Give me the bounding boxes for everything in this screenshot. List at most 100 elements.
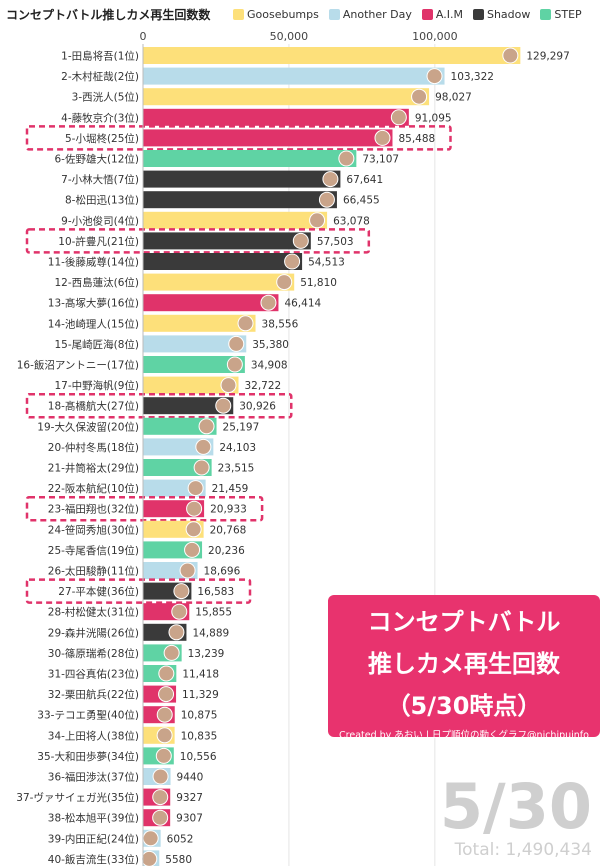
bar-label: 9-小池俊司(4位) bbox=[61, 214, 139, 227]
value-label: 25,197 bbox=[223, 421, 260, 433]
avatar-icon bbox=[226, 356, 243, 373]
date-label: 5/30 bbox=[439, 770, 592, 843]
highlight-frame bbox=[25, 228, 371, 254]
avatar-icon bbox=[292, 232, 309, 249]
avatar-icon bbox=[155, 747, 172, 764]
avatar-icon bbox=[260, 294, 277, 311]
bar bbox=[143, 294, 279, 312]
legend-label: Shadow bbox=[486, 8, 531, 21]
bar-label: 6-佐野雄大(12位) bbox=[54, 153, 139, 166]
avatar-icon bbox=[374, 129, 391, 146]
avatar-icon bbox=[184, 541, 201, 558]
value-label: 30,926 bbox=[239, 401, 276, 413]
value-label: 5580 bbox=[165, 854, 192, 866]
bar-label: 32-栗田航兵(22位) bbox=[48, 688, 139, 701]
legend-label: A.I.M bbox=[435, 8, 463, 21]
info-credit: Created by あおい | 日プ順位の動くグラフ@nichipuinfo bbox=[339, 730, 589, 741]
bar-label: 31-四谷真佑(23位) bbox=[48, 668, 139, 681]
chart-legend: Goosebumps Another Day A.I.M Shadow STEP bbox=[233, 8, 582, 21]
avatar-icon bbox=[502, 47, 519, 64]
avatar-icon bbox=[163, 644, 180, 661]
avatar-icon bbox=[173, 583, 190, 600]
avatar-icon bbox=[309, 212, 326, 229]
avatar-icon bbox=[338, 150, 355, 167]
value-label: 34,908 bbox=[251, 360, 288, 372]
avatar-icon bbox=[152, 789, 169, 806]
avatar-icon bbox=[152, 809, 169, 826]
bar-label: 20-仲村冬馬(18位) bbox=[48, 441, 139, 454]
avatar-icon bbox=[168, 624, 185, 641]
value-label: 91,095 bbox=[415, 112, 452, 124]
value-label: 11,418 bbox=[182, 669, 219, 681]
chart-title: コンセプトバトル推しカメ再生回数数 bbox=[6, 8, 211, 22]
info-title-line3: （5/30時点） bbox=[386, 692, 542, 720]
bar-label: 16-飯沼アントニー(17位) bbox=[17, 359, 139, 372]
legend-label: STEP bbox=[554, 8, 582, 21]
value-label: 23,515 bbox=[218, 463, 255, 475]
avatar-icon bbox=[198, 418, 215, 435]
avatar-icon bbox=[390, 109, 407, 126]
bar-label: 27-平本健(36位) bbox=[58, 585, 139, 598]
bar bbox=[143, 88, 430, 106]
legend-item: STEP bbox=[540, 8, 582, 21]
bar-label: 7-小林大悟(7位) bbox=[61, 173, 139, 186]
x-tick-label: 100,000 bbox=[412, 30, 458, 43]
value-label: 85,488 bbox=[398, 133, 435, 145]
value-label: 10,835 bbox=[181, 730, 218, 742]
bar-label: 8-松田迅(13位) bbox=[65, 194, 139, 207]
avatar-icon bbox=[318, 191, 335, 208]
bar bbox=[143, 211, 328, 229]
bar-label: 21-井筒裕太(29位) bbox=[48, 462, 139, 475]
value-label: 10,875 bbox=[181, 710, 218, 722]
avatar-icon bbox=[156, 706, 173, 723]
bar-label: 19-大久保波留(20位) bbox=[37, 420, 139, 433]
bar bbox=[143, 438, 214, 456]
bar-label: 1-田島将吾(1位) bbox=[61, 50, 139, 63]
value-label: 15,855 bbox=[195, 607, 232, 619]
avatar-icon bbox=[193, 459, 210, 476]
bar bbox=[143, 335, 247, 353]
x-tick-label: 50,000 bbox=[270, 30, 309, 43]
value-label: 54,513 bbox=[308, 257, 345, 269]
legend-item: Shadow bbox=[472, 8, 531, 21]
value-label: 98,027 bbox=[435, 92, 472, 104]
highlight-frame bbox=[25, 125, 452, 151]
value-label: 51,810 bbox=[300, 277, 337, 289]
bar-label: 33-テコエ勇聖(40位) bbox=[37, 709, 139, 722]
legend-item: A.I.M bbox=[421, 8, 463, 21]
bar-label: 39-内田正紀(24位) bbox=[48, 832, 139, 845]
avatar-icon bbox=[142, 830, 159, 847]
legend-swatch bbox=[328, 9, 340, 20]
legend-label: Another Day bbox=[342, 8, 412, 21]
bar bbox=[143, 129, 393, 147]
value-label: 10,556 bbox=[180, 751, 217, 763]
value-label: 63,078 bbox=[333, 215, 370, 227]
avatar-icon bbox=[215, 397, 232, 414]
legend-swatch bbox=[540, 9, 552, 20]
avatar-icon bbox=[187, 480, 204, 497]
value-label: 73,107 bbox=[362, 154, 399, 166]
highlight-frame bbox=[25, 495, 264, 522]
bar bbox=[143, 417, 217, 435]
avatar-icon bbox=[179, 562, 196, 579]
value-label: 67,641 bbox=[346, 174, 383, 186]
bar bbox=[143, 356, 245, 373]
info-title-line1: コンセプトバトル bbox=[367, 608, 561, 636]
value-label: 21,459 bbox=[212, 483, 249, 495]
bar bbox=[143, 67, 445, 85]
bar-label: 37-ヴァサイェガ光(35位) bbox=[16, 791, 139, 804]
avatar-icon bbox=[411, 88, 428, 105]
legend-swatch bbox=[233, 9, 244, 20]
bar-label: 38-松本旭平(39位) bbox=[48, 812, 139, 825]
avatar-icon bbox=[158, 665, 175, 682]
avatar-icon bbox=[158, 686, 175, 703]
value-label: 20,933 bbox=[210, 504, 247, 516]
legend-swatch bbox=[421, 9, 433, 20]
value-label: 24,103 bbox=[219, 442, 256, 454]
bar-label: 11-後藤威尊(14位) bbox=[48, 256, 139, 269]
highlight-frame bbox=[25, 578, 252, 604]
value-label: 13,239 bbox=[188, 648, 225, 660]
value-label: 16,583 bbox=[197, 586, 234, 598]
